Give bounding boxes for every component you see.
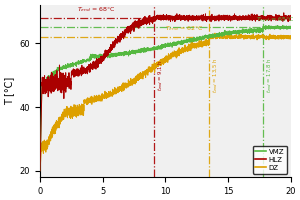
Text: $T_{end}$ = 65°C: $T_{end}$ = 65°C (256, 15, 295, 24)
Legend: VMZ, HLZ, DZ: VMZ, HLZ, DZ (253, 146, 287, 174)
Text: $t_{end}$ = 17,8 h: $t_{end}$ = 17,8 h (265, 58, 274, 93)
Text: $T_{end}$ = 68°C: $T_{end}$ = 68°C (77, 5, 116, 14)
Y-axis label: T [°C]: T [°C] (4, 77, 14, 105)
Text: $t_{end}$ = 9,1 h: $t_{end}$ = 9,1 h (156, 59, 165, 91)
Text: $T_{end}$ = 62°C: $T_{end}$ = 62°C (165, 24, 203, 33)
Text: $t_{end}$ = 13,5 h: $t_{end}$ = 13,5 h (211, 58, 220, 93)
